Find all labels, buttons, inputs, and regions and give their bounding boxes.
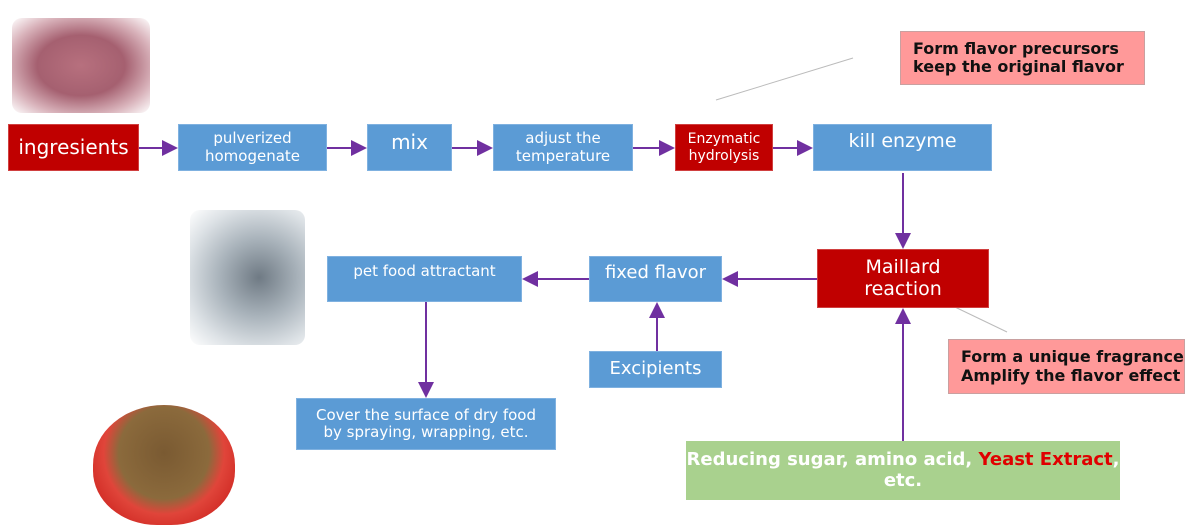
inputs-comma: , bbox=[1112, 448, 1120, 470]
node-fixed-flavor: fixed flavor bbox=[589, 256, 722, 302]
callout-unique-fragrance: Form a unique fragrance Amplify the flav… bbox=[948, 339, 1185, 394]
mixing-machine-image bbox=[190, 210, 305, 345]
inputs-line-1: Reducing sugar, amino acid, Yeast Extrac… bbox=[686, 448, 1120, 471]
node-ingredients: ingresients bbox=[8, 124, 139, 171]
node-maillard-reaction: Maillard reaction bbox=[817, 249, 989, 308]
yeast-extract-highlight: Yeast Extract bbox=[978, 448, 1113, 470]
raw-meat-image bbox=[12, 18, 150, 113]
pet-food-bowl-image bbox=[93, 405, 235, 525]
node-mix: mix bbox=[367, 124, 452, 171]
node-kill-enzyme: kill enzyme bbox=[813, 124, 992, 171]
node-adjust-temperature: adjust the temperature bbox=[493, 124, 633, 171]
node-reaction-inputs: Reducing sugar, amino acid, Yeast Extrac… bbox=[686, 441, 1120, 500]
inputs-text: Reducing sugar, amino acid, bbox=[686, 448, 979, 470]
node-enzymatic-hydrolysis: Enzymatic hydrolysis bbox=[675, 124, 773, 171]
node-pulverized-homogenate: pulverized homogenate bbox=[178, 124, 327, 171]
node-cover-surface: Cover the surface of dry food by sprayin… bbox=[296, 398, 556, 450]
node-pet-food-attractant: pet food attractant bbox=[327, 256, 522, 302]
callout-flavor-precursors: Form flavor precursors keep the original… bbox=[900, 31, 1145, 85]
node-excipients: Excipients bbox=[589, 351, 722, 388]
callout-line-top bbox=[715, 57, 854, 101]
inputs-line-2: etc. bbox=[883, 469, 923, 491]
